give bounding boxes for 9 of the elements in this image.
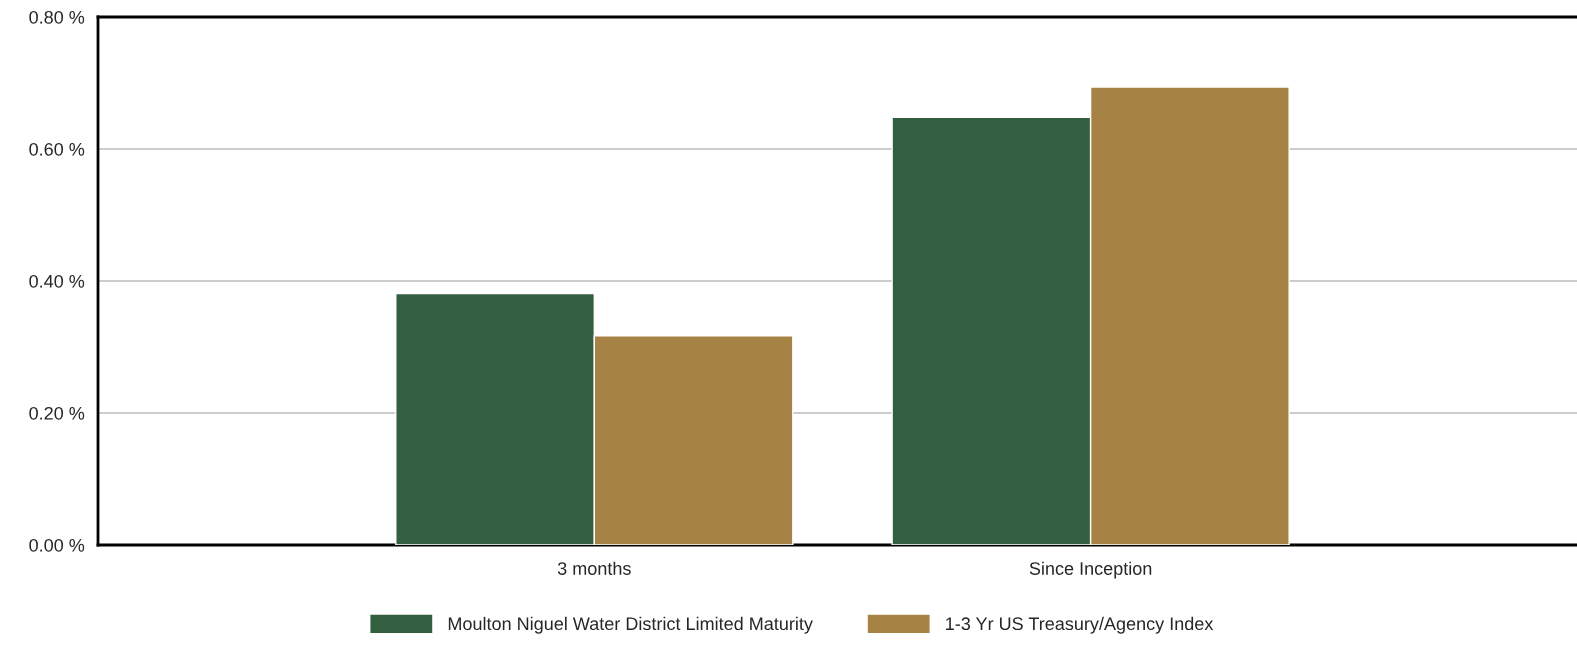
x-tick-label: Since Inception: [1029, 561, 1152, 579]
x-tick-label: 3 months: [557, 561, 631, 575]
y-tick-label: 0.20 %: [29, 406, 85, 420]
y-tick-label: 0.00 %: [29, 538, 85, 552]
legend-label: Moulton Niguel Water District Limited Maturity: [448, 616, 813, 634]
legend-label: 1-3 Yr US Treasury/Agency Index: [946, 616, 1214, 634]
y-tick-label: 0.80 %: [29, 10, 85, 24]
y-tick-label: 0.60 %: [29, 142, 85, 156]
y-tick-label: 0.40 %: [29, 274, 85, 288]
